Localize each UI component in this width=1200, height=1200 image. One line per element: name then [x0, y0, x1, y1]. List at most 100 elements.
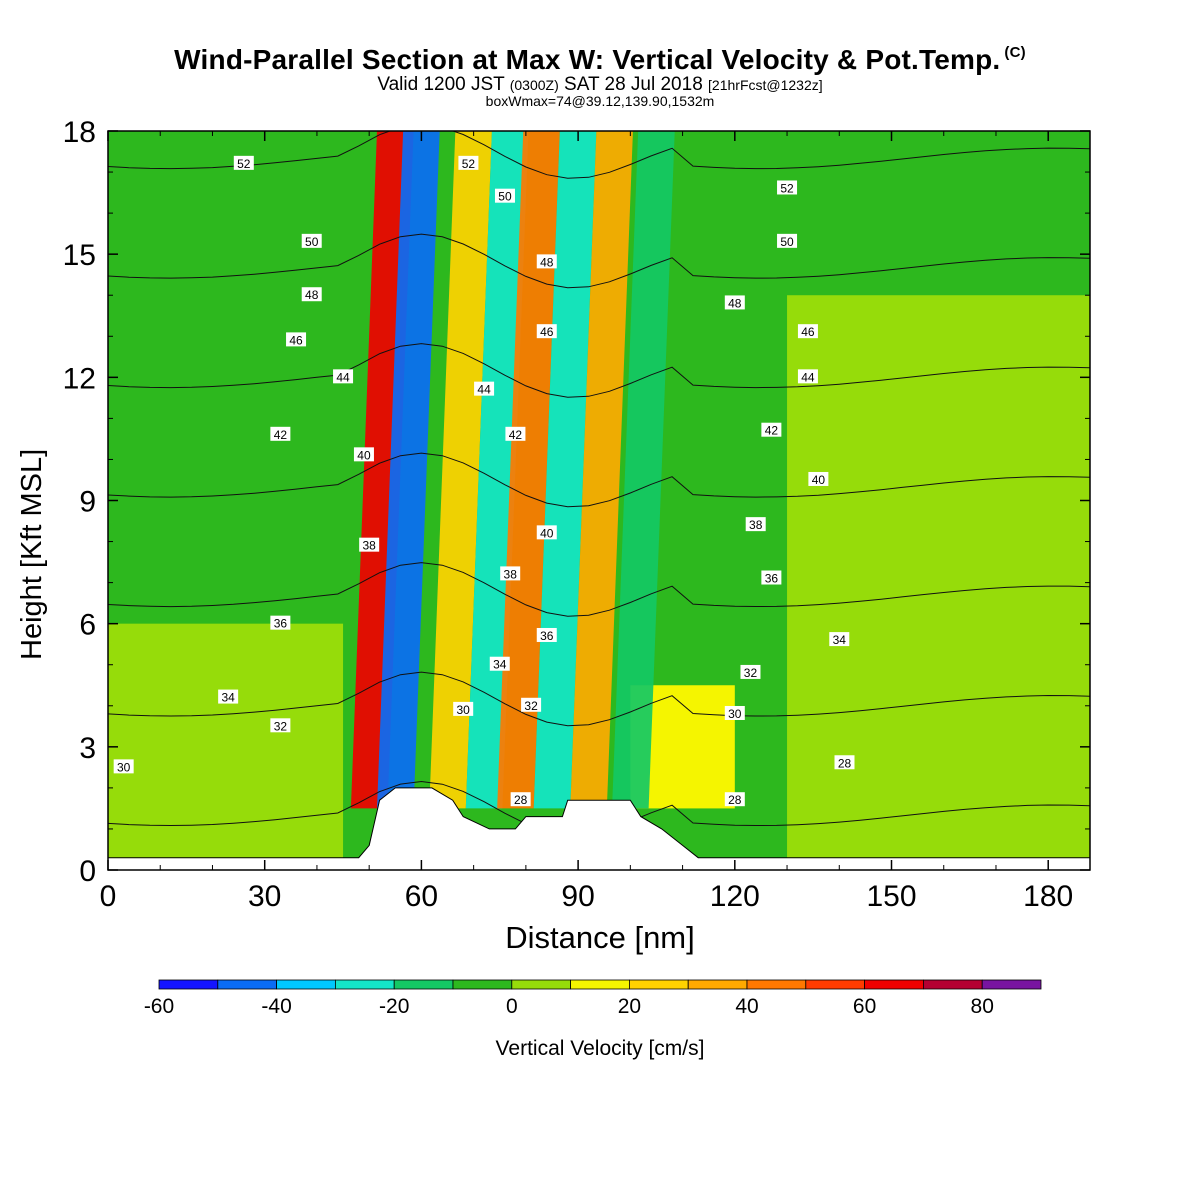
- isentrope-label-bg: [761, 422, 782, 437]
- isentrope-line: [108, 233, 1090, 289]
- isentrope-label-text: 30: [117, 760, 131, 774]
- x-tick-label: 90: [561, 880, 594, 913]
- isentrope-line: [108, 15, 1090, 69]
- velocity-band: [465, 131, 529, 809]
- isentrope-label-bg: [761, 570, 782, 585]
- colorbar-label: Vertical Velocity [cm/s]: [495, 1037, 705, 1060]
- isentrope-label-text: 40: [812, 473, 826, 487]
- terrain: [108, 787, 1090, 870]
- valid-utc-label: (0300Z): [509, 77, 559, 93]
- isentrope-label: 30: [724, 705, 745, 721]
- velocity-region: [787, 295, 1090, 870]
- y-axis-label-text: Height [Kft MSL]: [16, 448, 48, 660]
- isentrope-label-text: 36: [274, 617, 288, 631]
- isentrope-label: 42: [761, 422, 782, 438]
- isentrope-label-text: 50: [780, 235, 794, 249]
- colorbar-swatch: [923, 979, 983, 990]
- isentrope-label-bg: [489, 656, 510, 671]
- isentrope-label-bg: [301, 233, 322, 248]
- isentrope-line: [108, 452, 1090, 508]
- y-tick-label: 18: [63, 116, 96, 149]
- isentrope-label-text: 34: [493, 658, 507, 672]
- isentrope-label-text: 52: [780, 181, 794, 195]
- isentrope-label: 34: [489, 656, 510, 672]
- colorbar-swatch: [629, 979, 689, 990]
- isentrope-label: 48: [301, 287, 322, 302]
- isentrope-label-text: 28: [514, 793, 528, 807]
- isentrope-label-text: 36: [540, 629, 554, 643]
- isentrope-label-bg: [740, 664, 761, 679]
- isentrope-label-bg: [829, 632, 850, 647]
- isentrope-label-bg: [474, 381, 495, 396]
- isentrope-label: 28: [510, 792, 531, 807]
- isentrope-line: [108, 562, 1090, 617]
- y-axis-label: Height [Kft MSL]: [14, 449, 54, 660]
- isentrope-label-text: 52: [237, 157, 251, 171]
- y-tick-label: 9: [79, 486, 96, 519]
- colorbar-swatch: [393, 979, 454, 990]
- isentrope-label: 40: [353, 447, 374, 462]
- velocity-fill-layer: [108, 131, 1090, 870]
- isentrope-layer: [108, 15, 1090, 836]
- isentrope-label: 44: [474, 381, 495, 397]
- valid-time-label: Valid 1200 JST: [377, 74, 505, 95]
- isentrope-label-bg: [521, 697, 542, 712]
- isentrope-label-bg: [536, 627, 557, 642]
- y-tick-label: 3: [79, 732, 96, 765]
- isentrope-label-bg: [745, 517, 766, 532]
- x-tick-label: 60: [405, 880, 438, 913]
- velocity-band: [570, 131, 633, 809]
- isentrope-label: 50: [494, 188, 515, 204]
- velocity-band: [497, 131, 560, 809]
- isentrope-label-bg: [359, 537, 380, 552]
- colorbar-swatch: [158, 979, 219, 990]
- isentrope-label-text: 48: [728, 296, 742, 310]
- velocity-band: [429, 131, 492, 809]
- isentrope-label-bg: [834, 755, 855, 770]
- isentrope-label: 30: [113, 759, 134, 774]
- isentrope-label-bg: [500, 566, 521, 581]
- isentrope-label-text: 30: [728, 707, 742, 721]
- colorbar-swatch: [334, 979, 395, 990]
- y-tick-label: 0: [79, 855, 96, 888]
- x-tick-label: 30: [248, 880, 281, 913]
- x-tick-label: 180: [1023, 880, 1073, 913]
- copyright-mark: (C): [1004, 44, 1026, 61]
- isentrope-label: 38: [745, 517, 766, 532]
- isentrope-label: 50: [301, 233, 322, 249]
- isentrope-label: 36: [536, 627, 557, 643]
- isentrope-label-text: 46: [801, 325, 815, 339]
- terrain-layer: [108, 787, 1090, 870]
- isentrope-label-text: 36: [765, 572, 779, 586]
- isentrope-label-text: 50: [498, 190, 512, 204]
- isentrope-line: [108, 131, 1090, 179]
- x-tick-label: 120: [710, 880, 760, 913]
- isentrope-label-bg: [301, 287, 322, 302]
- velocity-band: [612, 131, 675, 809]
- isentrope-label: 36: [270, 615, 291, 631]
- isentrope-label-bg: [286, 332, 307, 347]
- isentrope-label-bg: [270, 718, 291, 733]
- isentrope-label-text: 32: [274, 719, 288, 733]
- isentrope-label-layer: 52 52 52 50 50 50 48 48 48 46 46 46 44 44 44 42 42 42 40 40…: [113, 155, 855, 807]
- isentrope-label-bg: [808, 471, 829, 486]
- colorbar: -60 -40 -20 0 20 40 60 80: [144, 979, 1042, 1018]
- isentrope-label-text: 28: [728, 793, 742, 807]
- chart-title-text: Wind-Parallel Section at Max W: Vertical…: [174, 44, 1001, 75]
- velocity-band: [377, 131, 440, 809]
- isentrope-label-bg: [777, 233, 798, 248]
- isentrope-label-bg: [494, 188, 515, 203]
- colorbar-swatch: [687, 979, 748, 990]
- isentrope-label-text: 46: [540, 325, 554, 339]
- colorbar-tick-label: 60: [853, 995, 876, 1018]
- isentrope-label-text: 52: [462, 157, 476, 171]
- isentrope-label: 42: [270, 426, 291, 442]
- forecast-label: [21hrFcst@1232z]: [708, 77, 823, 93]
- isentrope-label-text: 42: [274, 428, 288, 442]
- isentrope-label: 48: [536, 254, 557, 269]
- isentrope-label: 32: [521, 697, 542, 713]
- isentrope-label-bg: [536, 254, 557, 269]
- isentrope-label: 52: [458, 155, 479, 171]
